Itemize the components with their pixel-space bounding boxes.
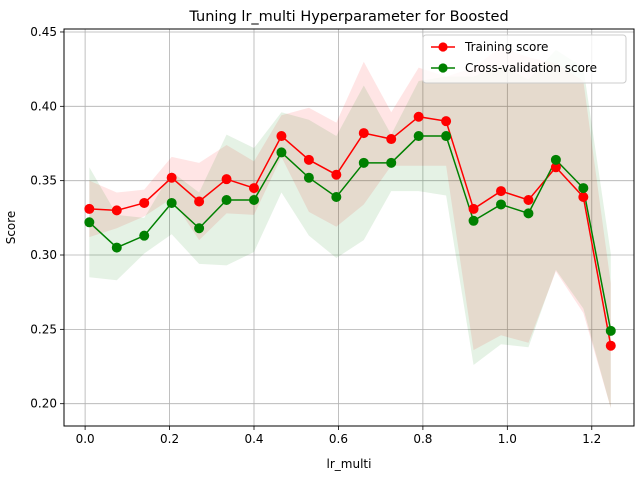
data-point-1: [468, 215, 479, 226]
data-point-0: [358, 128, 369, 139]
data-point-1: [413, 131, 424, 142]
data-point-1: [84, 217, 95, 228]
data-point-1: [194, 223, 205, 234]
data-point-1: [221, 194, 232, 205]
data-point-0: [495, 186, 506, 197]
data-point-0: [84, 203, 95, 214]
y-tick-label: 0.40: [30, 99, 57, 113]
legend-label-0: Training score: [464, 40, 548, 54]
legend: Training score Cross-validation score: [422, 34, 627, 84]
data-point-1: [441, 131, 452, 142]
y-tick-label: 0.35: [30, 174, 57, 188]
x-axis-ticks: 0.0 0.2 0.4 0.6 0.8 1.0 1.2: [76, 426, 601, 446]
data-point-0: [523, 194, 534, 205]
data-point-1: [139, 230, 150, 241]
data-point-1: [550, 154, 561, 165]
data-point-0: [166, 172, 177, 183]
legend-marker-1: [438, 63, 448, 73]
y-tick-label: 0.20: [30, 397, 57, 411]
y-tick-label: 0.25: [30, 322, 57, 336]
data-point-0: [578, 192, 589, 203]
data-point-1: [605, 325, 616, 336]
x-axis-label: lr_multi: [327, 457, 372, 471]
data-point-1: [276, 147, 287, 158]
legend-marker-0: [438, 42, 448, 52]
data-point-1: [386, 157, 397, 168]
x-tick-label: 0.6: [329, 432, 348, 446]
data-point-1: [166, 197, 177, 208]
y-tick-label: 0.45: [30, 25, 57, 39]
data-point-0: [468, 203, 479, 214]
data-point-0: [221, 174, 232, 185]
x-tick-label: 0.4: [244, 432, 263, 446]
y-axis-ticks: 0.20 0.25 0.30 0.35 0.40 0.45: [30, 25, 64, 411]
data-point-0: [605, 340, 616, 351]
data-point-1: [303, 172, 314, 183]
data-point-0: [331, 169, 342, 180]
confidence-band-0: [89, 46, 611, 409]
data-point-1: [111, 242, 122, 253]
data-point-0: [194, 196, 205, 207]
data-point-0: [276, 131, 287, 142]
x-tick-label: 0.8: [413, 432, 432, 446]
y-tick-label: 0.30: [30, 248, 57, 262]
data-point-0: [303, 154, 314, 165]
legend-box: [422, 34, 627, 84]
data-point-1: [248, 194, 259, 205]
plot-frame: [63, 28, 635, 427]
series-markers: [84, 111, 616, 351]
x-tick-label: 0.0: [76, 432, 95, 446]
data-point-1: [578, 183, 589, 194]
y-axis-label: Score: [4, 211, 18, 245]
data-point-1: [523, 208, 534, 219]
x-tick-label: 1.2: [582, 432, 601, 446]
chart-title: Tuning lr_multi Hyperparameter for Boost…: [188, 9, 508, 25]
data-point-0: [111, 205, 122, 216]
confidence-band-1: [89, 49, 611, 409]
data-point-1: [331, 192, 342, 203]
data-point-0: [413, 111, 424, 122]
data-point-0: [386, 134, 397, 145]
confidence-bands: [89, 46, 611, 409]
data-point-1: [358, 157, 369, 168]
data-point-0: [441, 116, 452, 127]
data-point-0: [248, 183, 259, 194]
legend-label-1: Cross-validation score: [465, 61, 597, 75]
data-point-1: [495, 199, 506, 210]
x-tick-label: 0.2: [160, 432, 179, 446]
data-point-0: [139, 197, 150, 208]
x-tick-label: 1.0: [498, 432, 517, 446]
